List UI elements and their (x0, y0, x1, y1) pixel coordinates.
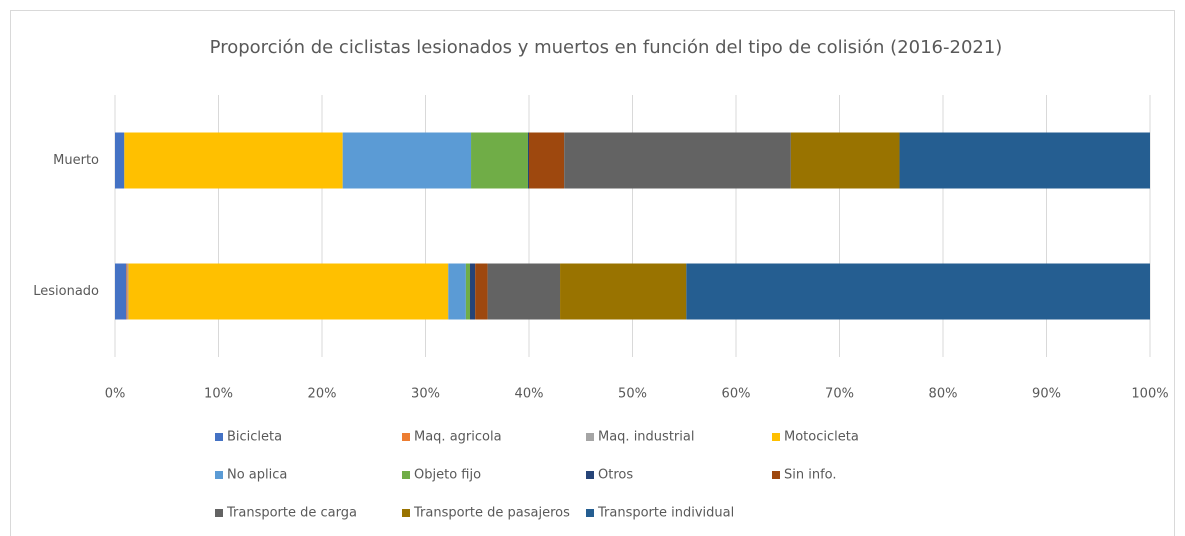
legend-swatch (586, 471, 594, 479)
bar-segment (686, 263, 1150, 320)
bar-segment (448, 263, 466, 320)
legend-swatch (215, 433, 223, 441)
x-tick-label: 20% (308, 387, 337, 402)
bar-segment (342, 132, 472, 189)
legend-label: Maq. agricola (414, 430, 502, 445)
legend-label: Objeto fijo (414, 468, 481, 483)
bar-segment (529, 132, 565, 189)
legend-label: Transporte individual (597, 506, 734, 521)
legend-swatch (402, 433, 410, 441)
bar-segment (899, 132, 1150, 189)
bar-segment (475, 263, 488, 320)
bar-segment (560, 263, 687, 320)
x-tick-label: 80% (929, 387, 958, 402)
legend-swatch (586, 509, 594, 517)
x-tick-label: 100% (1131, 387, 1168, 402)
legend-label: Transporte de carga (226, 506, 357, 521)
legend-swatch (402, 509, 410, 517)
x-tick-label: 30% (411, 387, 440, 402)
legend-label: Bicicleta (227, 430, 282, 445)
bar-segment (465, 263, 471, 320)
legend-swatch (215, 509, 223, 517)
bar-segment (126, 263, 128, 320)
x-tick-label: 10% (204, 387, 233, 402)
bar-segment (487, 263, 561, 320)
bar-segment (115, 263, 127, 320)
legend-swatch (772, 471, 780, 479)
bar-segment (470, 263, 476, 320)
legend-swatch (215, 471, 223, 479)
x-tick-label: 40% (515, 387, 544, 402)
x-tick-label: 60% (722, 387, 751, 402)
bar-segment (124, 132, 343, 189)
bar-segment (127, 263, 129, 320)
x-tick-label: 0% (105, 387, 126, 402)
legend-label: Otros (598, 468, 633, 483)
y-tick-label: Muerto (53, 153, 99, 168)
chart-title: Proporción de ciclistas lesionados y mue… (210, 37, 1003, 58)
legend-swatch (586, 433, 594, 441)
bar-segment (471, 132, 528, 189)
bar-segment (790, 132, 900, 189)
legend-label: Maq. industrial (598, 430, 694, 445)
legend-label: No aplica (227, 468, 287, 483)
x-tick-label: 70% (825, 387, 854, 402)
legend-label: Sin info. (784, 468, 837, 483)
bar-segment (527, 132, 529, 189)
x-tick-label: 90% (1032, 387, 1061, 402)
x-tick-label: 50% (618, 387, 647, 402)
legend-swatch (772, 433, 780, 441)
legend-label: Transporte de pasajeros (413, 506, 570, 521)
bar-segment (115, 132, 125, 189)
bar-segment (128, 263, 449, 320)
legend-swatch (402, 471, 410, 479)
y-tick-label: Lesionado (33, 284, 99, 299)
bar-segment (564, 132, 791, 189)
legend-label: Motocicleta (784, 430, 859, 445)
